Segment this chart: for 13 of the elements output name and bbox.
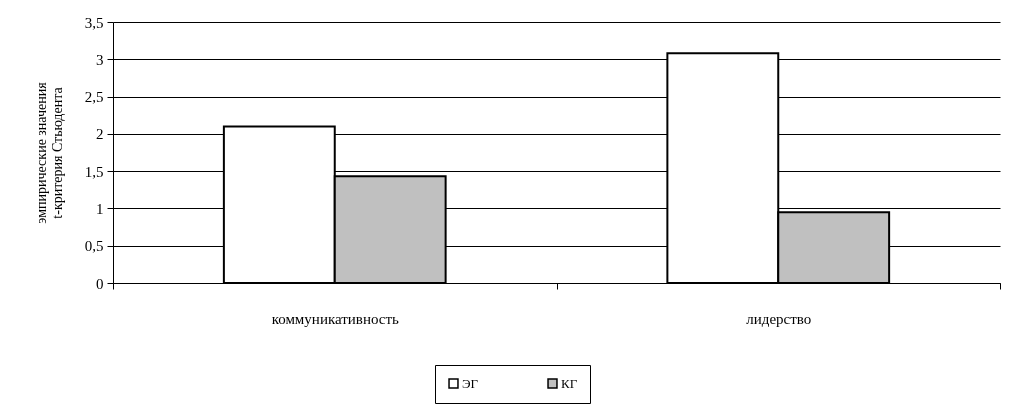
y-tick-label: 2 [96, 126, 104, 143]
y-tick-label: 3 [96, 51, 104, 68]
legend-label: КГ [561, 375, 578, 391]
x-tick-label: лидерство [746, 310, 812, 327]
y-tick-label: 0,5 [84, 238, 104, 255]
y-tick-label: 1 [96, 200, 104, 217]
y-axis-title: эмпирические значения t-критерия Стьюдента [33, 81, 65, 224]
y-tick-label: 2,5 [84, 89, 104, 106]
y-tick-label: 0 [96, 275, 104, 292]
legend-label: ЭГ [462, 375, 479, 391]
y-tick-label: 1,5 [84, 163, 104, 180]
y-tick-label: 3,5 [84, 14, 104, 31]
x-tick-label: коммуникативность [271, 310, 400, 327]
